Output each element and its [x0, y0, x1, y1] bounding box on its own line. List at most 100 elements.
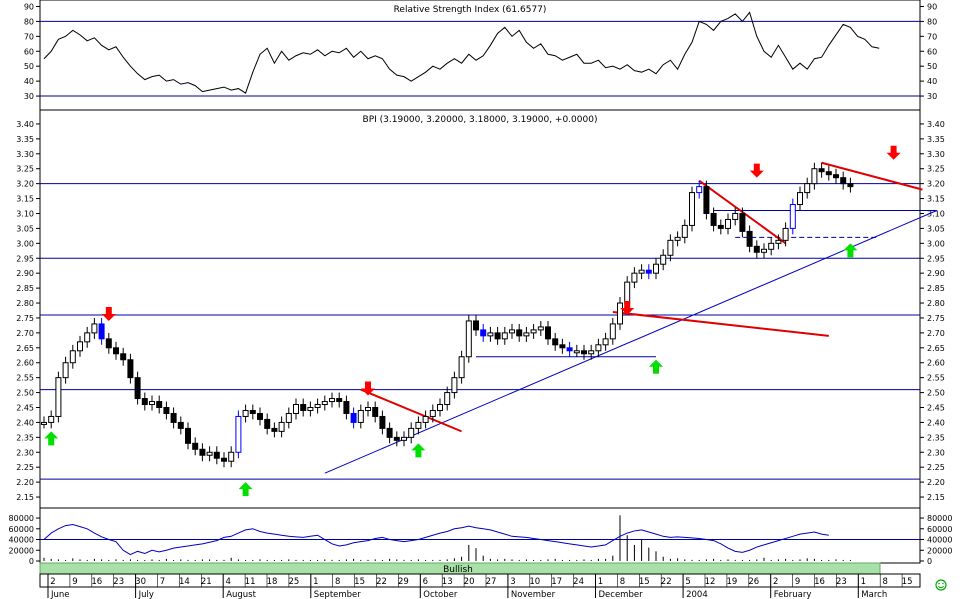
- price-bar: [797, 186, 803, 211]
- price-bar: [703, 180, 710, 220]
- price-bar: [177, 416, 184, 435]
- price-bar: [530, 323, 537, 339]
- day-label: 8: [620, 577, 625, 587]
- tick-label-left: 3.00: [16, 239, 34, 248]
- tick-label-left: 2.70: [16, 329, 34, 338]
- tick-label-right: 2.50: [927, 389, 945, 398]
- price-bar: [653, 258, 659, 280]
- tick-label-right: 3.35: [927, 135, 945, 144]
- tick-label-left: 2.60: [16, 359, 34, 368]
- tick-label-left: 2.35: [16, 433, 34, 442]
- tick-label-right: 90: [927, 2, 937, 11]
- day-label: 2: [773, 577, 778, 587]
- tick-label-left: 2.85: [16, 284, 34, 293]
- tick-label-left: 30: [24, 92, 34, 101]
- tick-label-left: 2.30: [16, 448, 34, 457]
- price-bar: [141, 392, 148, 411]
- tick-label-left: 2.90: [16, 269, 34, 278]
- price-bar: [789, 198, 796, 235]
- price-bar: [242, 404, 249, 423]
- price-bar: [48, 410, 55, 429]
- tick-label-right: 60: [927, 47, 937, 56]
- day-label: 14: [179, 577, 190, 587]
- volume-average-line: [43, 523, 829, 556]
- tick-label-right: 20000: [927, 546, 952, 555]
- price-bar: [69, 344, 76, 369]
- tick-label-left: 90: [24, 2, 34, 11]
- price-bar: [213, 446, 220, 465]
- tick-label-right: 3.30: [927, 150, 945, 159]
- price-bar: [314, 398, 321, 414]
- day-label: 22: [661, 577, 672, 587]
- tick-label-right: 80000: [927, 514, 952, 523]
- tick-label-left: 2.75: [16, 314, 34, 323]
- day-label: 15: [639, 577, 650, 587]
- tick-label-left: 40000: [9, 536, 34, 545]
- month-label: August: [226, 590, 256, 599]
- price-bar: [782, 222, 789, 247]
- tick-label-right: 60000: [927, 525, 952, 534]
- day-label: 30: [135, 577, 146, 587]
- smiley-icon[interactable]: [935, 579, 947, 591]
- day-label: 20: [464, 577, 475, 587]
- price-bars: [41, 162, 854, 468]
- day-label: 8: [882, 577, 887, 587]
- day-label: 22: [376, 577, 387, 587]
- price-bar: [761, 243, 767, 259]
- tick-label-right: 2.30: [927, 448, 945, 457]
- price-bar: [645, 264, 652, 280]
- date-axis-strip: [39, 573, 921, 588]
- rsi-layer: [40, 11, 920, 97]
- day-label: 10: [529, 577, 540, 587]
- price-bar: [833, 168, 839, 184]
- price-bar: [545, 320, 551, 345]
- day-label: 19: [726, 577, 737, 587]
- price-bar: [681, 219, 688, 244]
- price-bar: [710, 207, 717, 232]
- sell-arrow-icon: [749, 163, 764, 178]
- price-bar: [221, 452, 227, 468]
- price-bar: [444, 386, 451, 411]
- tick-label-right: 3.40: [927, 120, 945, 129]
- price-bar: [717, 219, 724, 235]
- price-bar: [465, 314, 472, 363]
- price-bar: [458, 350, 465, 384]
- rsi-title: Relative Strength Index (61.6577): [394, 5, 547, 15]
- month-label: October: [423, 590, 458, 599]
- price-bar: [422, 410, 429, 429]
- price-bar: [185, 422, 191, 450]
- price-bar: [667, 234, 674, 262]
- tick-label-right: 70: [927, 32, 937, 41]
- volume-layer: [40, 515, 920, 561]
- tick-label-left: 2.95: [16, 254, 34, 263]
- price-bar: [609, 317, 616, 345]
- day-label: 16: [91, 577, 102, 587]
- tick-label-right: 2.25: [927, 463, 945, 472]
- tick-label-right: 2.15: [927, 493, 945, 502]
- price-bar: [631, 267, 638, 289]
- day-label: 1: [861, 577, 866, 587]
- tick-label-right: 3.20: [927, 180, 945, 189]
- tick-label-right: 80: [927, 17, 937, 26]
- tick-label-left: 60000: [9, 525, 34, 534]
- tick-label-right: 3.10: [927, 209, 945, 218]
- price-bar: [739, 207, 746, 238]
- buy-arrow-icon: [238, 482, 253, 497]
- day-label: 15: [354, 577, 365, 587]
- month-label: November: [511, 590, 556, 599]
- tick-label-left: 2.15: [16, 493, 34, 502]
- price-bar: [415, 416, 422, 435]
- tick-label-left: 3.20: [16, 180, 34, 189]
- day-label: 6: [423, 577, 428, 587]
- tick-label-right: 2.55: [927, 374, 945, 383]
- price-bar: [696, 180, 703, 199]
- tick-label-left: 2.25: [16, 463, 34, 472]
- price-bar: [257, 407, 263, 426]
- price-bar: [746, 225, 753, 253]
- tick-label-left: 3.05: [16, 224, 34, 233]
- day-label: 27: [486, 577, 497, 587]
- tick-label-left: 2.65: [16, 344, 34, 353]
- downtrend-line: [612, 310, 829, 337]
- price-reference-lines: [40, 161, 937, 480]
